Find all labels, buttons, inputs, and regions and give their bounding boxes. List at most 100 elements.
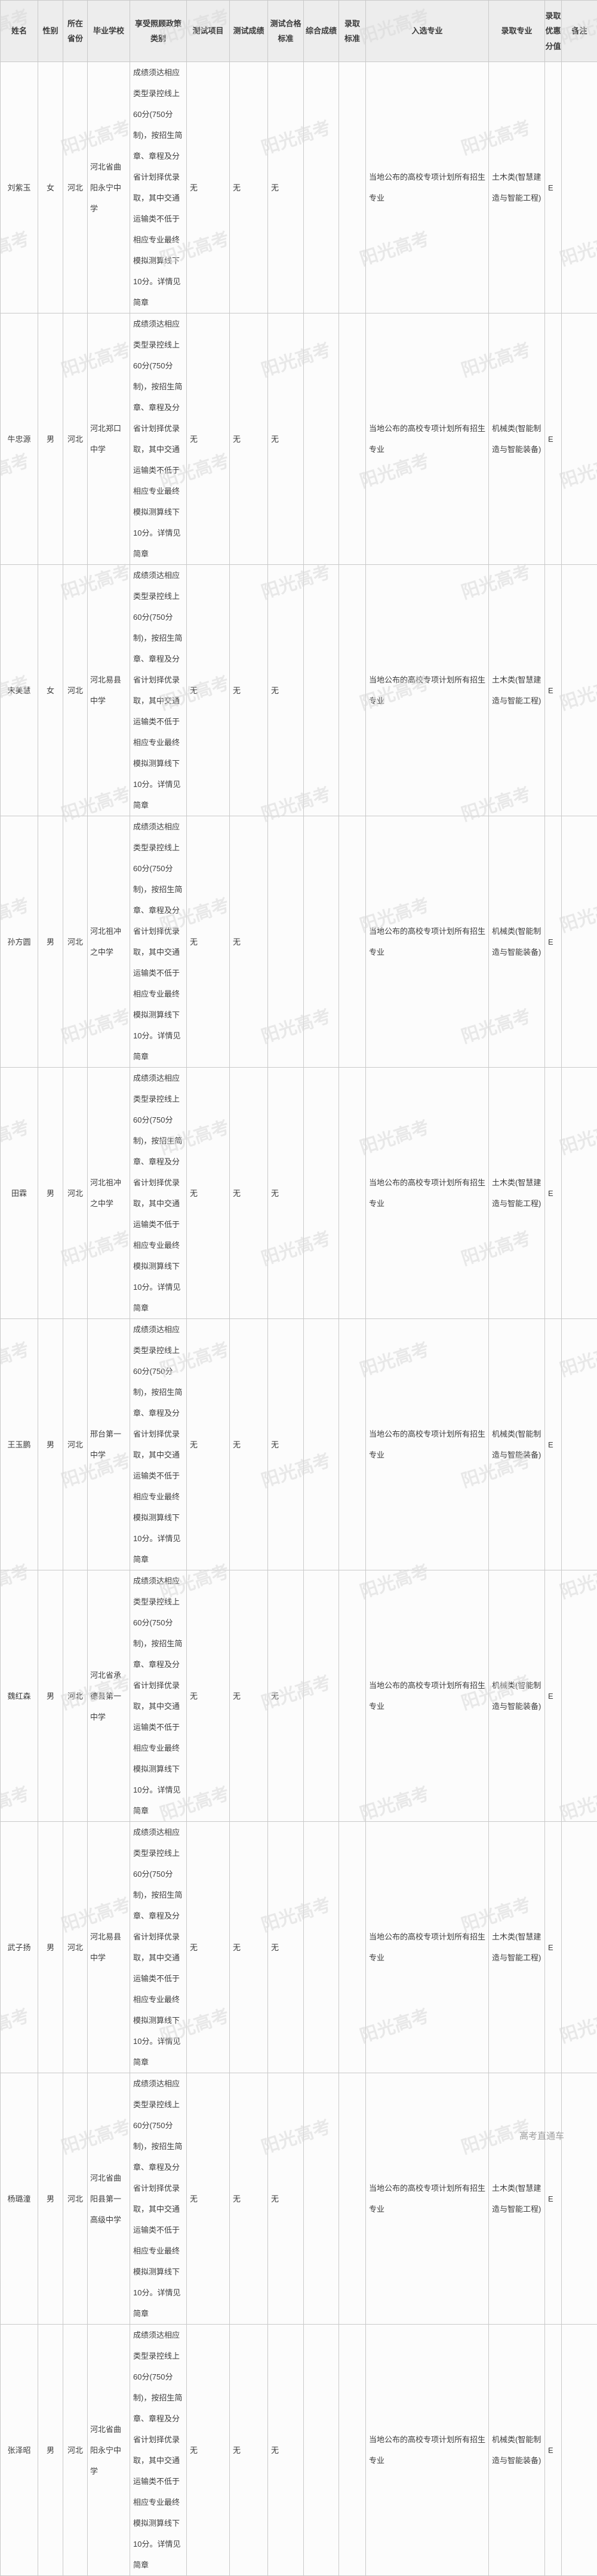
column-header-gender: 性别 [38,1,63,62]
cell-policy: 成绩须达相应类型录控线上60分(750分制)，按招生简章、章程及分省计划择优录取… [130,1319,187,1570]
table-row: 魏红森男河北河北省承德县第一中学成绩须达相应类型录控线上60分(750分制)，按… [1,1570,597,1822]
cell-school: 河北易县中学 [88,1822,130,2073]
cell-selected_major: 当地公布的高校专项计划所有招生专业 [366,1319,489,1570]
cell-test_item: 无 [187,1822,230,2073]
cell-remark [562,1822,597,2073]
cell-admitted_major: 土木类(智慧建造与智能工程) [489,1822,545,2073]
cell-admitted_major: 土木类(智慧建造与智能工程) [489,62,545,313]
cell-admitted_major: 机械类(智能制造与智能装备) [489,1570,545,1822]
cell-province: 河北 [63,62,88,313]
cell-name: 王玉鹏 [1,1319,38,1570]
cell-overall_score [304,313,339,565]
column-header-admit_standard: 录取 标准 [339,1,366,62]
cell-gender: 男 [38,2073,63,2325]
cell-policy: 成绩须达相应类型录控线上60分(750分制)，按招生简章、章程及分省计划择优录取… [130,313,187,565]
table-row: 田霖男河北河北祖冲之中学成绩须达相应类型录控线上60分(750分制)，按招生简章… [1,1068,597,1319]
cell-policy: 成绩须达相应类型录控线上60分(750分制)，按招生简章、章程及分省计划择优录取… [130,565,187,816]
cell-province: 河北 [63,1068,88,1319]
cell-admit_standard [339,565,366,816]
cell-test_score: 无 [230,2325,268,2576]
cell-overall_score [304,62,339,313]
table-body: 刘紫玉女河北河北省曲阳永宁中学成绩须达相应类型录控线上60分(750分制)，按招… [1,62,597,2576]
cell-bonus: E [545,2073,562,2325]
cell-test_item: 无 [187,2073,230,2325]
cell-gender: 男 [38,1068,63,1319]
cell-admitted_major: 土木类(智慧建造与智能工程) [489,1068,545,1319]
cell-admitted_major: 机械类(智能制造与智能装备) [489,313,545,565]
cell-test_standard: 无 [268,2325,304,2576]
table-row: 武子扬男河北河北易县中学成绩须达相应类型录控线上60分(750分制)，按招生简章… [1,1822,597,2073]
cell-overall_score [304,1570,339,1822]
cell-bonus: E [545,1319,562,1570]
cell-province: 河北 [63,2325,88,2576]
header-row: 姓名性别所在 省份毕业学校享受照顾政策 类别测试项目测试成绩测试合格 标准综合成… [1,1,597,62]
cell-gender: 男 [38,1822,63,2073]
cell-admit_standard [339,816,366,1068]
cell-selected_major: 当地公布的高校专项计划所有招生专业 [366,1822,489,2073]
cell-name: 武子扬 [1,1822,38,2073]
cell-selected_major: 当地公布的高校专项计划所有招生专业 [366,1570,489,1822]
table-row: 张泽昭男河北河北省曲阳永宁中学成绩须达相应类型录控线上60分(750分制)，按招… [1,2325,597,2576]
cell-selected_major: 当地公布的高校专项计划所有招生专业 [366,62,489,313]
cell-admitted_major: 土木类(智慧建造与智能工程) [489,565,545,816]
table-row: 刘紫玉女河北河北省曲阳永宁中学成绩须达相应类型录控线上60分(750分制)，按招… [1,62,597,313]
cell-province: 河北 [63,1822,88,2073]
cell-admit_standard [339,1570,366,1822]
cell-test_standard: 无 [268,565,304,816]
cell-gender: 男 [38,1570,63,1822]
cell-overall_score [304,1068,339,1319]
cell-gender: 女 [38,62,63,313]
cell-test_score: 无 [230,313,268,565]
cell-test_item: 无 [187,1319,230,1570]
cell-school: 河北省曲阳永宁中学 [88,2325,130,2576]
cell-name: 魏红森 [1,1570,38,1822]
cell-test_standard [268,816,304,1068]
column-header-test_score: 测试成绩 [230,1,268,62]
cell-test_score: 无 [230,2073,268,2325]
cell-test_item: 无 [187,816,230,1068]
cell-policy: 成绩须达相应类型录控线上60分(750分制)，按招生简章、章程及分省计划择优录取… [130,816,187,1068]
cell-policy: 成绩须达相应类型录控线上60分(750分制)，按招生简章、章程及分省计划择优录取… [130,1068,187,1319]
cell-bonus: E [545,1068,562,1319]
cell-remark [562,313,597,565]
cell-test_score: 无 [230,565,268,816]
cell-test_item: 无 [187,313,230,565]
cell-test_standard: 无 [268,1822,304,2073]
cell-bonus: E [545,313,562,565]
column-header-school: 毕业学校 [88,1,130,62]
cell-test_standard: 无 [268,1319,304,1570]
cell-test_score: 无 [230,1822,268,2073]
cell-province: 河北 [63,816,88,1068]
cell-admit_standard [339,62,366,313]
cell-test_item: 无 [187,1570,230,1822]
cell-name: 杨璐潼 [1,2073,38,2325]
cell-test_item: 无 [187,1068,230,1319]
cell-school: 河北祖冲之中学 [88,816,130,1068]
table-row: 牛忠源男河北河北郑口中学成绩须达相应类型录控线上60分(750分制)，按招生简章… [1,313,597,565]
cell-province: 河北 [63,1319,88,1570]
cell-gender: 男 [38,313,63,565]
cell-test_item: 无 [187,565,230,816]
cell-remark [562,1319,597,1570]
cell-bonus: E [545,62,562,313]
table-row: 孙方圆男河北河北祖冲之中学成绩须达相应类型录控线上60分(750分制)，按招生简… [1,816,597,1068]
cell-policy: 成绩须达相应类型录控线上60分(750分制)，按招生简章、章程及分省计划择优录取… [130,2325,187,2576]
cell-name: 孙方圆 [1,816,38,1068]
cell-test_standard: 无 [268,1068,304,1319]
cell-selected_major: 当地公布的高校专项计划所有招生专业 [366,1068,489,1319]
cell-admit_standard [339,1068,366,1319]
cell-selected_major: 当地公布的高校专项计划所有招生专业 [366,565,489,816]
cell-remark [562,2325,597,2576]
cell-admit_standard [339,2073,366,2325]
cell-test_standard: 无 [268,313,304,565]
cell-admit_standard [339,1319,366,1570]
cell-test_score: 无 [230,1068,268,1319]
cell-remark [562,1570,597,1822]
cell-admit_standard [339,313,366,565]
table-row: 王玉鹏男河北邢台第一中学成绩须达相应类型录控线上60分(750分制)，按招生简章… [1,1319,597,1570]
column-header-name: 姓名 [1,1,38,62]
cell-policy: 成绩须达相应类型录控线上60分(750分制)，按招生简章、章程及分省计划择优录取… [130,2073,187,2325]
cell-bonus: E [545,1570,562,1822]
column-header-admitted_major: 录取专业 [489,1,545,62]
column-header-bonus: 录取 优惠 分值 [545,1,562,62]
